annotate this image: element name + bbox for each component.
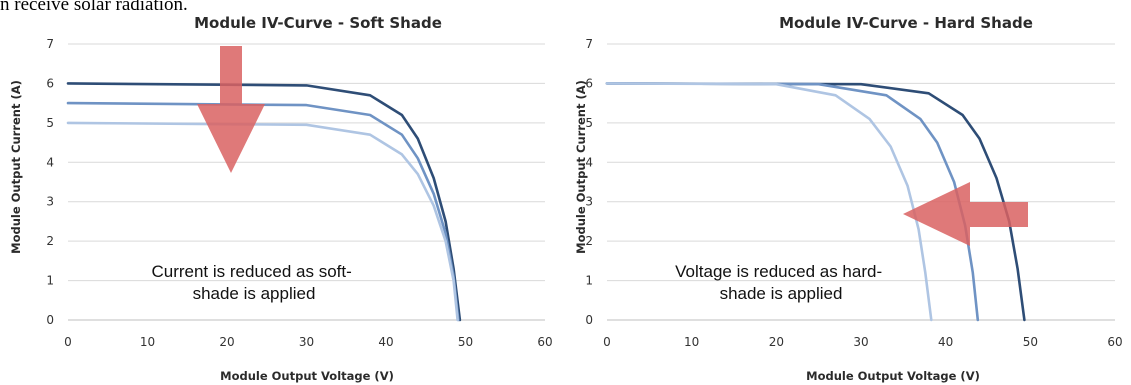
annotation-line-1: Voltage is reduced as hard- bbox=[675, 262, 882, 281]
y-tick-label: 5 bbox=[46, 116, 54, 130]
x-tick-label: 10 bbox=[140, 335, 155, 349]
x-tick-label: 40 bbox=[938, 335, 953, 349]
series-line-light bbox=[605, 82, 933, 322]
header-text: n receive solar radiation. bbox=[0, 0, 188, 15]
hard-shade-chart: Module IV-Curve - Hard Shade 0 1 2 3 4 5 6 7 0 1… bbox=[574, 14, 1123, 383]
series-lines bbox=[66, 82, 462, 322]
y-tick-label: 7 bbox=[585, 37, 593, 51]
y-tick-label: 2 bbox=[46, 234, 54, 248]
x-tick-label: 30 bbox=[853, 335, 868, 349]
x-tick-label: 60 bbox=[1107, 335, 1122, 349]
x-tick-label: 50 bbox=[1023, 335, 1038, 349]
svg-text:Voltage is reduced as hard-: Voltage is reduced as hard- shade is app… bbox=[675, 262, 887, 303]
series-line-mid bbox=[605, 82, 980, 322]
soft-shade-chart: Module IV-Curve - Soft Shade 0 1 2 3 4 5 6 7 0 1… bbox=[9, 14, 553, 383]
y-tick-label: 4 bbox=[46, 155, 54, 169]
chart-title: Module IV-Curve - Hard Shade bbox=[779, 14, 1033, 32]
x-axis-label: Module Output Voltage (V) bbox=[806, 369, 980, 383]
series-lines bbox=[605, 82, 1026, 322]
chart-title: Module IV-Curve - Soft Shade bbox=[194, 14, 442, 32]
x-tick-label: 0 bbox=[603, 335, 611, 349]
y-tick-label: 1 bbox=[46, 274, 54, 288]
left-arrow-icon bbox=[903, 182, 1028, 246]
y-axis-label: Module Output Current (A) bbox=[9, 80, 23, 254]
y-tick-label: 7 bbox=[46, 37, 54, 51]
x-tick-label: 30 bbox=[299, 335, 314, 349]
annotation-line-2: shade is applied bbox=[193, 284, 316, 303]
y-tick-label: 0 bbox=[46, 313, 54, 327]
x-tick-label: 20 bbox=[769, 335, 784, 349]
series-line-light bbox=[66, 121, 459, 322]
y-tick-label: 3 bbox=[46, 195, 54, 209]
annotation-line-2: shade is applied bbox=[720, 284, 843, 303]
gridlines bbox=[607, 43, 1115, 321]
series-line-dark bbox=[605, 82, 1026, 322]
down-arrow-icon bbox=[197, 46, 265, 173]
y-tick-labels: 0 1 2 3 4 5 6 7 bbox=[585, 37, 593, 327]
y-tick-label: 0 bbox=[585, 313, 593, 327]
y-tick-label: 6 bbox=[585, 76, 593, 90]
svg-text:Current is reduced as soft-: Current is reduced as soft- shade is app… bbox=[151, 262, 356, 303]
y-tick-label: 3 bbox=[585, 195, 593, 209]
x-axis-label: Module Output Voltage (V) bbox=[220, 369, 394, 383]
y-tick-label: 4 bbox=[585, 155, 593, 169]
x-tick-labels: 0 10 20 30 40 50 60 bbox=[603, 335, 1122, 349]
x-tick-label: 50 bbox=[458, 335, 473, 349]
series-line-dark bbox=[66, 82, 462, 322]
x-tick-label: 0 bbox=[64, 335, 72, 349]
y-tick-label: 2 bbox=[585, 234, 593, 248]
y-axis-label: Module Output Current (A) bbox=[574, 80, 588, 254]
x-tick-label: 60 bbox=[537, 335, 552, 349]
annotation-line-1: Current is reduced as soft- bbox=[151, 262, 351, 281]
y-tick-labels: 0 1 2 3 4 5 6 7 bbox=[46, 37, 54, 327]
y-tick-label: 5 bbox=[585, 116, 593, 130]
gridlines bbox=[68, 43, 545, 321]
x-tick-labels: 0 10 20 30 40 50 60 bbox=[64, 335, 552, 349]
x-tick-label: 20 bbox=[219, 335, 234, 349]
y-tick-label: 1 bbox=[585, 274, 593, 288]
y-tick-label: 6 bbox=[46, 76, 54, 90]
x-tick-label: 40 bbox=[378, 335, 393, 349]
x-tick-label: 10 bbox=[684, 335, 699, 349]
